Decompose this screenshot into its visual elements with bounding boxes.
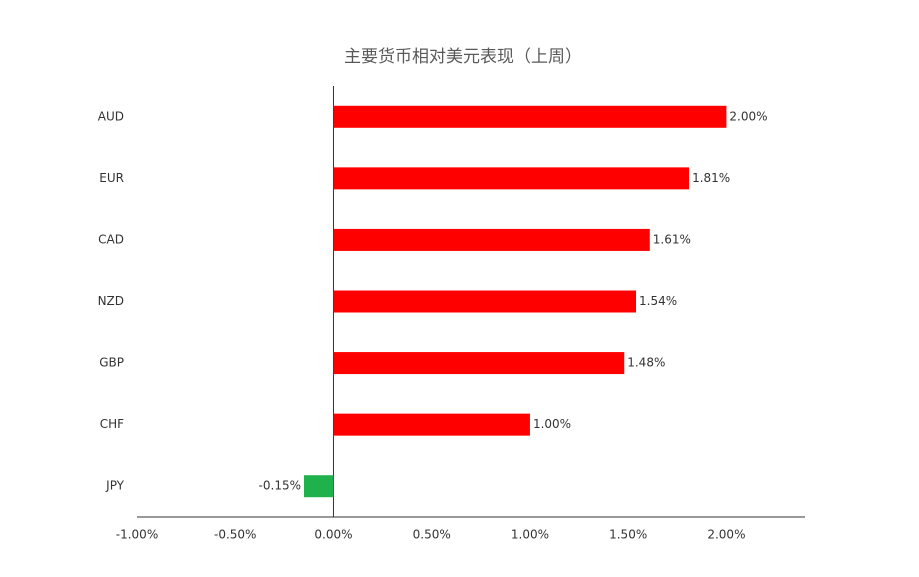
data-label: 1.54% [639, 294, 677, 308]
y-tick-label: AUD [98, 109, 124, 123]
bar [333, 105, 727, 128]
data-label: 1.48% [627, 356, 665, 370]
bar [333, 413, 530, 436]
x-tick-label: 0.50% [413, 528, 451, 542]
chart-title: 主要货币相对美元表现（上周） [344, 47, 582, 67]
x-tick-label: -1.00% [116, 528, 158, 542]
bar [304, 475, 334, 498]
x-tick-label: 1.50% [609, 528, 647, 542]
y-tick-label: CHF [100, 417, 124, 431]
x-tick-label: 0.00% [314, 528, 352, 542]
x-tick-label: -0.50% [214, 528, 256, 542]
data-label: 1.61% [653, 232, 691, 246]
y-tick-label: EUR [99, 171, 124, 185]
data-label: 1.00% [533, 417, 571, 431]
bar [333, 290, 637, 313]
bar [333, 167, 690, 190]
data-label: -0.15% [259, 479, 301, 493]
bar [333, 352, 625, 375]
data-label: 1.81% [692, 171, 730, 185]
bar [333, 228, 650, 251]
x-tick-label: 1.00% [511, 528, 549, 542]
y-tick-label: JPY [105, 479, 125, 493]
data-label: 2.00% [729, 109, 767, 123]
y-tick-label: GBP [99, 356, 124, 370]
x-tick-label: 2.00% [707, 528, 745, 542]
y-tick-label: NZD [98, 294, 124, 308]
y-tick-label: CAD [98, 232, 124, 246]
